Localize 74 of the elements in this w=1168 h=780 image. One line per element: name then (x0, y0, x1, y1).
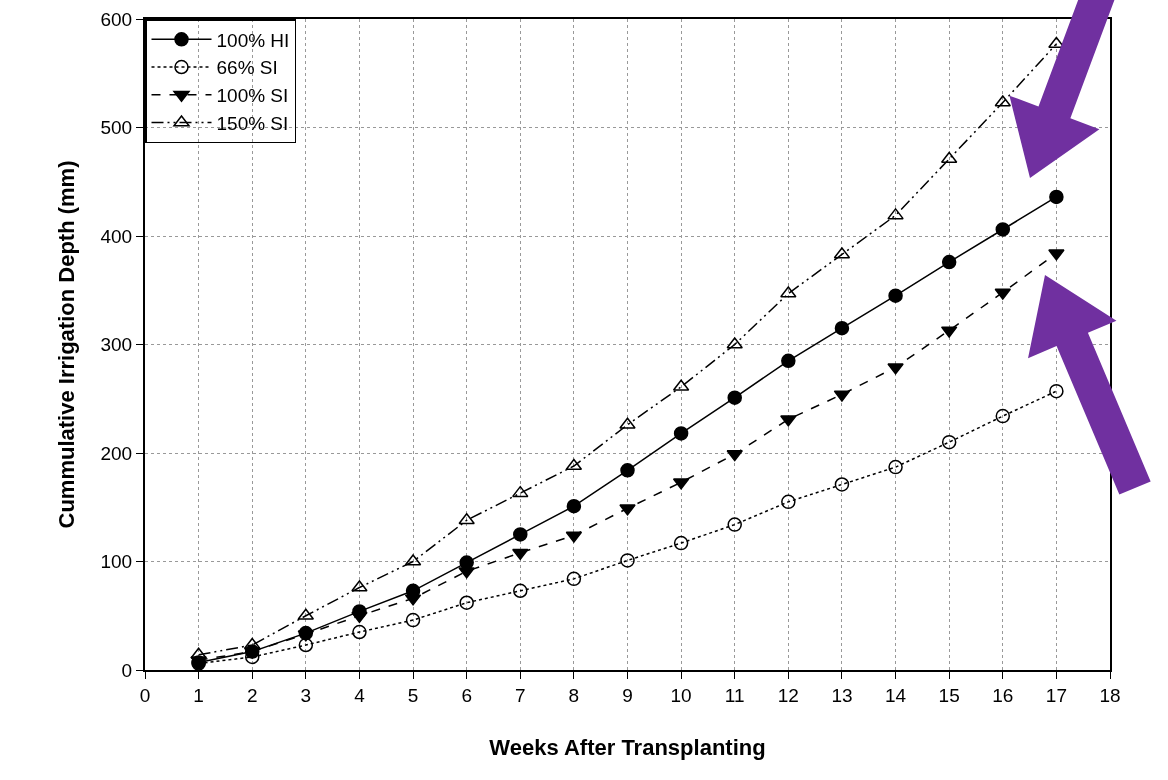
point (619, 417, 636, 429)
x-tick-label: 3 (300, 684, 312, 706)
point (781, 494, 796, 510)
y-tick-label: 300 (100, 334, 133, 356)
x-tick-label: 2 (246, 684, 258, 706)
y-tick-label: 100 (100, 551, 133, 573)
x-tick-label: 12 (777, 684, 799, 706)
x-axis-title: Weeks After Transplanting (489, 735, 766, 761)
y-tick-label: 400 (100, 225, 133, 247)
x-tick-label: 16 (992, 684, 1014, 706)
point (780, 415, 797, 427)
point (298, 637, 314, 653)
x-tick-label: 7 (514, 684, 526, 706)
point (513, 527, 528, 542)
point (727, 390, 742, 405)
point (566, 498, 582, 514)
point (512, 548, 529, 561)
x-tick-label: 5 (407, 684, 419, 706)
point (351, 580, 368, 592)
x-tick-label: 15 (938, 684, 960, 706)
x-tick-label: 18 (1099, 684, 1121, 706)
x-tick-label: 13 (831, 684, 853, 706)
point (1049, 189, 1064, 205)
legend-label: 100% HI (216, 29, 290, 51)
point (512, 485, 529, 498)
point (941, 254, 957, 270)
x-tick-label: 9 (622, 684, 633, 706)
x-tick-label: 6 (461, 684, 472, 706)
point (1049, 383, 1064, 399)
x-tick-label: 11 (724, 684, 745, 706)
y-tick-label: 600 (100, 8, 133, 30)
point (565, 458, 583, 471)
point (619, 504, 636, 516)
point (352, 624, 367, 640)
x-tick-label: 17 (1045, 684, 1067, 706)
point (781, 353, 796, 369)
point (995, 408, 1011, 424)
point (887, 208, 904, 220)
y-tick-label: 200 (100, 442, 133, 464)
point (887, 363, 904, 375)
point (351, 611, 368, 623)
point (726, 337, 743, 349)
point (888, 288, 903, 303)
point (458, 567, 475, 579)
point (459, 595, 474, 610)
point (673, 535, 689, 551)
x-tick-label: 0 (139, 684, 151, 706)
point (995, 222, 1011, 237)
point (405, 612, 421, 628)
x-tick-label: 1 (193, 684, 204, 706)
point (780, 286, 797, 298)
point (888, 459, 903, 475)
point (513, 583, 528, 599)
point (673, 426, 689, 441)
point (834, 320, 850, 336)
point (727, 517, 742, 532)
x-tick-label: 10 (670, 684, 692, 706)
legend-label: 66% SI (216, 57, 278, 79)
x-tick-label: 8 (568, 684, 580, 706)
point (566, 571, 582, 587)
point (726, 450, 743, 462)
point (620, 553, 635, 568)
legend-label: 150% SI (216, 112, 289, 134)
point (620, 463, 635, 478)
x-tick-label: 14 (884, 684, 907, 706)
y-axis-title: Cummulative Irrigation Depth (mm) (53, 160, 79, 529)
y-tick-label: 0 (121, 659, 133, 681)
point (834, 477, 850, 492)
x-tick-label: 4 (354, 684, 366, 706)
legend-label: 100% SI (216, 85, 289, 107)
point (458, 513, 475, 525)
point (941, 434, 957, 450)
y-tick-label: 500 (100, 117, 133, 139)
point (243, 637, 261, 650)
